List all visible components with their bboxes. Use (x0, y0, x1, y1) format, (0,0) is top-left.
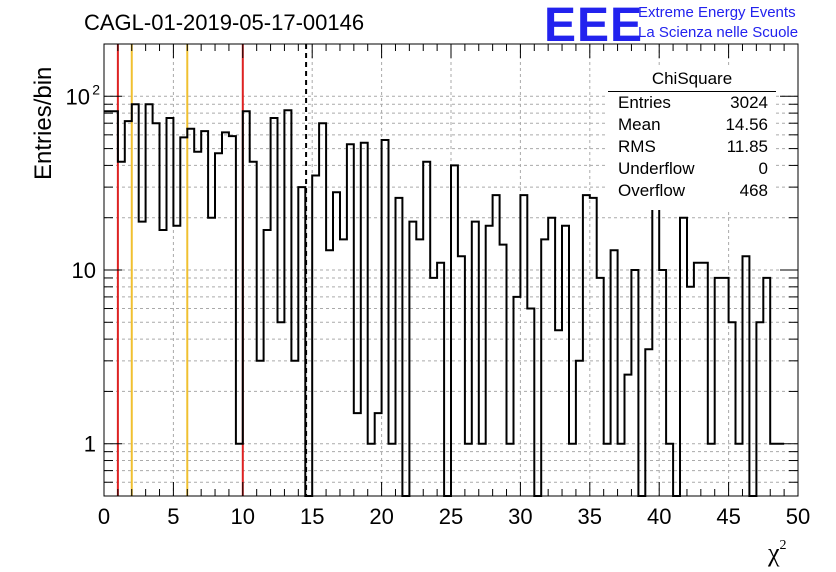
eee-logo: EEE Extreme Energy Events La Scienza nel… (544, 0, 834, 52)
stats-key: Underflow (618, 159, 695, 178)
stats-row: RMS 11.85 (618, 137, 768, 159)
stats-value: 0 (758, 159, 768, 178)
histogram-outline (104, 103, 785, 497)
y-tick-label: 1 (84, 432, 96, 457)
logo-mark: EEE (544, 0, 644, 52)
stats-title-divider (608, 91, 776, 92)
axis-ticks (103, 43, 799, 497)
y-axis-label: Entries/bin (30, 66, 57, 180)
x-tick-label: 45 (716, 504, 740, 529)
x-tick-label: 35 (578, 504, 602, 529)
x-axis-label: χ2 (768, 538, 787, 568)
stats-key: Entries (618, 93, 671, 112)
y-tick-label: 10 (66, 84, 90, 109)
stats-value: 468 (739, 181, 768, 200)
chart-title: CAGL-01-2019-05-17-00146 (84, 10, 365, 35)
stats-value: 3024 (730, 93, 768, 112)
x-tick-label: 50 (786, 504, 810, 529)
y-tick-label-exponent: 2 (92, 81, 100, 97)
stats-key: Overflow (618, 181, 686, 200)
x-axis-label-symbol: χ (768, 538, 780, 567)
stats-key: Mean (618, 115, 661, 134)
x-tick-label: 15 (300, 504, 324, 529)
logo-line-2: La Scienza nelle Scuole (638, 24, 799, 41)
stats-row: Mean 14.56 (618, 115, 768, 137)
stats-row: Entries 3024 (618, 93, 768, 115)
logo-line-1: Extreme Energy Events (638, 4, 796, 21)
x-tick-label: 10 (231, 504, 255, 529)
x-tick-label: 30 (508, 504, 532, 529)
stats-title: ChiSquare (651, 69, 733, 88)
x-tick-label: 5 (167, 504, 179, 529)
x-tick-label: 0 (98, 504, 110, 529)
stats-box: ChiSquare Entries 3024 Mean 14.56 RMS 11… (608, 67, 776, 210)
x-tick-label: 25 (439, 504, 463, 529)
histogram (104, 103, 785, 497)
x-tick-label: 40 (647, 504, 671, 529)
stats-key: RMS (618, 137, 656, 156)
x-axis-label-sup: 2 (779, 538, 787, 553)
stats-row: Overflow 468 (618, 181, 768, 203)
y-tick-label: 10 (72, 258, 96, 283)
stats-value: 11.85 (726, 137, 768, 156)
stats-row: Underflow 0 (618, 159, 768, 181)
stats-value: 14.56 (725, 115, 768, 134)
x-tick-label: 20 (369, 504, 393, 529)
